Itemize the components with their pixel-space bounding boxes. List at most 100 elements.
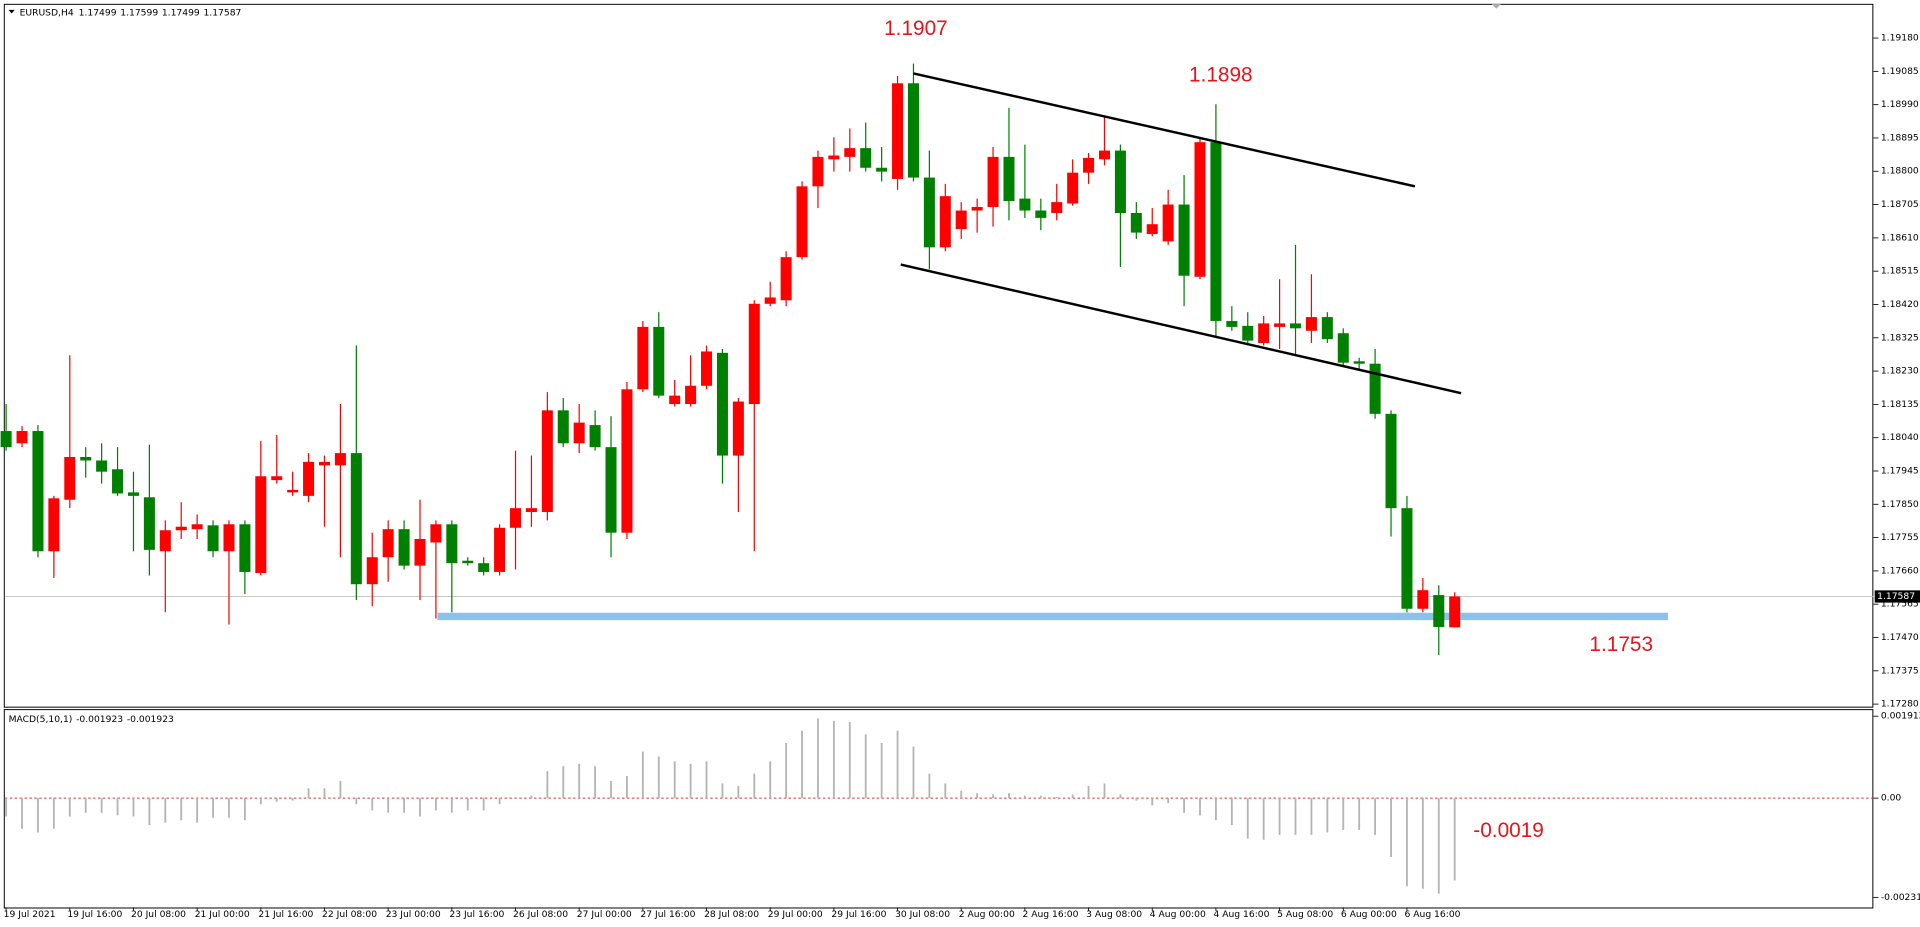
y-tick-label: 1.17280 (1881, 699, 1919, 710)
candle-body (780, 257, 792, 301)
y-tick-label: 0.00 (1881, 793, 1902, 804)
candle-body (80, 456, 92, 461)
candle-body (1417, 590, 1429, 609)
candle-body (255, 476, 267, 573)
x-tick-label: 28 Jul 08:00 (704, 909, 759, 920)
candle-body (191, 524, 203, 530)
candle-body (350, 453, 362, 585)
macd-title: MACD(5,10,1) (9, 713, 73, 724)
candle-body (462, 560, 474, 564)
macd-panel-frame (3, 709, 1874, 909)
level-annotation: 1.1898 (1189, 63, 1253, 86)
y-tick-label: 1.18515 (1881, 266, 1919, 277)
shift-marker (1491, 3, 1502, 9)
candle-body (303, 461, 315, 496)
candle-body (828, 155, 840, 160)
candle-body (1019, 198, 1031, 211)
candle-body (1305, 317, 1317, 331)
x-tick-label: 4 Aug 16:00 (1213, 909, 1269, 920)
y-tick-label: 0.001912 (1881, 711, 1920, 722)
candle-body (621, 389, 633, 533)
y-tick-label: 1.18800 (1881, 166, 1919, 177)
candle-body (955, 210, 967, 230)
y-tick-label: 1.18135 (1881, 399, 1919, 410)
candle-body (796, 186, 808, 258)
candle-body (64, 456, 76, 500)
candle-body (1067, 172, 1079, 204)
candle-body (127, 492, 139, 496)
x-tick-label: 2 Aug 00:00 (959, 909, 1015, 920)
y-tick-label: 1.17850 (1881, 499, 1919, 510)
candle-body (541, 410, 553, 513)
candle-body (1353, 361, 1365, 364)
x-tick-label: 19 Jul 16:00 (67, 909, 122, 920)
candle-body (478, 563, 490, 572)
candle-body (1258, 323, 1270, 344)
y-tick-label: 1.17375 (1881, 665, 1919, 676)
candle-body (1401, 508, 1413, 609)
candle-body (1098, 150, 1110, 160)
level-annotation: 1.1907 (884, 17, 948, 40)
candle-body (1051, 202, 1063, 213)
candle-body (589, 425, 601, 448)
candle-body (223, 524, 235, 552)
candle-body (1337, 333, 1349, 363)
candle-body (1433, 595, 1445, 627)
candle-body (1210, 142, 1222, 321)
x-tick-label: 2 Aug 16:00 (1022, 909, 1078, 920)
candle-body (510, 508, 522, 528)
candle-body (430, 524, 442, 543)
candle-body (239, 524, 251, 572)
x-tick-label: 19 Jul 2021 (4, 909, 56, 920)
x-tick-label: 29 Jul 16:00 (831, 909, 886, 920)
candle-body (0, 431, 12, 448)
candle-body (701, 351, 713, 386)
x-tick-label: 26 Jul 08:00 (513, 909, 568, 920)
candle-body (637, 326, 649, 390)
candle-body (1130, 212, 1142, 233)
candle-body (494, 527, 506, 572)
x-tick-label: 5 Aug 08:00 (1277, 909, 1333, 920)
y-tick-label: 1.18705 (1881, 199, 1919, 210)
candle-body (287, 489, 299, 493)
candle-body (1242, 325, 1254, 341)
candle-body (1162, 204, 1174, 242)
candle-body (1385, 413, 1397, 509)
x-tick-label: 23 Jul 00:00 (386, 909, 441, 920)
candle-body (939, 196, 951, 248)
candle-body (112, 469, 124, 494)
menu-arrow[interactable] (8, 9, 15, 14)
y-tick-label: 1.18990 (1881, 99, 1919, 110)
candle-body (1449, 596, 1461, 628)
y-tick-label: 1.18325 (1881, 332, 1919, 343)
candle-body (159, 530, 171, 552)
y-tick-label: 1.19085 (1881, 66, 1919, 77)
x-tick-label: 30 Jul 08:00 (895, 909, 950, 920)
header-close: 1.17587 (203, 7, 241, 18)
candle-body (1083, 157, 1095, 173)
x-tick-label: 22 Jul 08:00 (322, 909, 377, 920)
y-tick-label: 1.17660 (1881, 565, 1919, 576)
candle-body (96, 460, 108, 472)
x-tick-label: 4 Aug 00:00 (1150, 909, 1206, 920)
y-tick-label: 1.18420 (1881, 299, 1919, 310)
candle-body (876, 167, 888, 172)
y-tick-label: 1.18040 (1881, 432, 1919, 443)
candle-body (48, 498, 60, 552)
candle-body (923, 177, 935, 248)
symbol: EURUSD,H4 (20, 7, 74, 18)
y-tick-label: 1.17755 (1881, 532, 1919, 543)
macd-signal: -0.001923 (127, 713, 174, 724)
candle-body (860, 148, 872, 168)
candle-body (32, 431, 44, 552)
candle-body (1194, 142, 1206, 277)
candle-body (812, 156, 824, 187)
candle-body (1369, 363, 1381, 414)
macd-header: MACD(5,10,1) -0.001923 -0.001923 (9, 713, 174, 724)
candle-body (987, 156, 999, 208)
current-price-label: 1.17587 (1877, 591, 1915, 602)
header-open: 1.17499 (79, 7, 117, 18)
